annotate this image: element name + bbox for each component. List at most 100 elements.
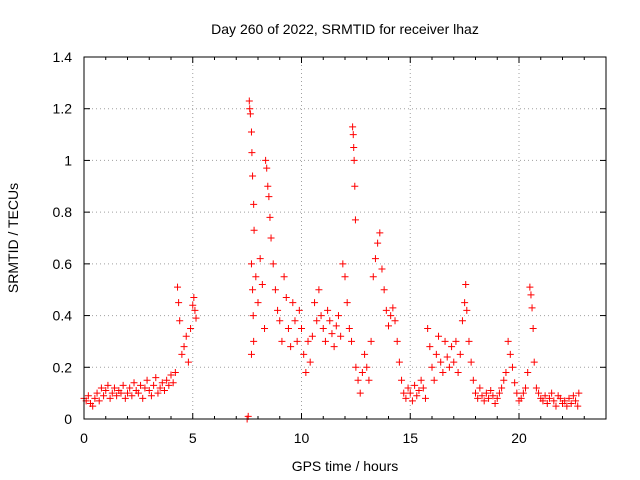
data-point-102 xyxy=(315,286,323,294)
data-point-106 xyxy=(324,306,332,314)
data-point-143 xyxy=(393,337,401,345)
data-point-71 xyxy=(254,299,262,307)
data-point-211 xyxy=(535,389,543,397)
x-tick-label-4: 20 xyxy=(511,430,527,446)
data-point-215 xyxy=(543,399,551,407)
data-point-126 xyxy=(356,389,364,397)
data-point-157 xyxy=(424,325,432,332)
data-point-107 xyxy=(326,317,334,325)
data-point-193 xyxy=(500,376,508,384)
data-point-46 xyxy=(178,350,186,358)
data-point-198 xyxy=(511,379,519,387)
data-point-85 xyxy=(278,337,286,345)
data-point-86 xyxy=(280,273,288,281)
data-point-40 xyxy=(167,371,175,379)
data-point-188 xyxy=(489,392,497,400)
data-point-114 xyxy=(341,273,349,281)
data-point-11 xyxy=(104,381,112,389)
data-point-27 xyxy=(139,394,147,402)
data-point-113 xyxy=(339,260,347,268)
data-point-136 xyxy=(378,265,386,273)
data-point-210 xyxy=(532,384,540,392)
data-point-105 xyxy=(321,337,329,345)
data-point-83 xyxy=(274,306,282,314)
y-tick-label-0: 0 xyxy=(64,411,72,427)
data-point-167 xyxy=(445,363,453,371)
data-point-44 xyxy=(175,299,183,307)
data-point-2 xyxy=(84,392,92,400)
data-point-59 xyxy=(246,110,254,118)
x-axis-label: GPS time / hours xyxy=(292,458,399,474)
data-point-81 xyxy=(269,260,277,268)
data-point-175 xyxy=(462,281,470,289)
data-point-26 xyxy=(137,381,145,389)
data-point-183 xyxy=(478,392,486,400)
data-point-7 xyxy=(95,397,103,405)
data-point-169 xyxy=(450,358,458,366)
data-point-229 xyxy=(574,402,582,410)
data-point-78 xyxy=(265,193,273,201)
data-point-201 xyxy=(517,394,525,402)
data-point-39 xyxy=(165,381,173,389)
data-point-41 xyxy=(169,379,177,387)
x-axis-ticks: 0 5 10 15 20 xyxy=(80,57,585,446)
data-point-12 xyxy=(106,394,114,402)
data-point-123 xyxy=(351,216,359,224)
data-point-178 xyxy=(467,358,475,366)
data-point-159 xyxy=(428,363,436,371)
data-point-146 xyxy=(400,389,408,397)
data-point-219 xyxy=(552,402,560,410)
data-point-154 xyxy=(417,376,425,384)
data-point-163 xyxy=(437,358,445,366)
data-point-191 xyxy=(495,389,503,397)
data-point-202 xyxy=(519,389,527,397)
data-point-149 xyxy=(406,389,414,397)
data-point-50 xyxy=(187,325,195,332)
data-point-181 xyxy=(474,394,482,402)
data-point-214 xyxy=(541,392,549,400)
x-tick-label-1: 5 xyxy=(189,430,197,446)
x-tick-label-2: 10 xyxy=(294,430,310,446)
data-point-173 xyxy=(458,317,466,325)
data-point-131 xyxy=(367,337,375,345)
data-point-60 xyxy=(247,128,255,136)
data-point-155 xyxy=(419,384,427,392)
data-point-187 xyxy=(487,387,495,395)
data-point-199 xyxy=(513,389,521,397)
data-point-43 xyxy=(174,283,182,291)
data-point-209 xyxy=(530,358,538,366)
data-point-207 xyxy=(528,304,536,312)
data-point-120 xyxy=(350,144,358,151)
data-point-127 xyxy=(358,368,366,376)
data-point-8 xyxy=(97,384,105,392)
data-point-34 xyxy=(154,389,162,397)
data-point-121 xyxy=(350,156,358,164)
data-point-226 xyxy=(567,399,575,407)
data-point-112 xyxy=(337,332,345,340)
data-point-148 xyxy=(404,384,412,392)
data-point-77 xyxy=(264,182,272,190)
data-point-185 xyxy=(482,389,490,397)
data-point-58 xyxy=(246,105,254,113)
data-point-208 xyxy=(529,325,537,332)
data-point-6 xyxy=(93,389,101,397)
data-point-21 xyxy=(126,384,134,392)
data-point-63 xyxy=(250,200,258,208)
plot-area xyxy=(84,57,606,419)
data-point-82 xyxy=(271,286,279,294)
data-point-13 xyxy=(108,389,116,397)
data-point-23 xyxy=(130,379,138,387)
data-point-153 xyxy=(415,387,423,395)
data-point-75 xyxy=(262,156,270,164)
data-point-168 xyxy=(448,343,456,351)
y-tick-label-6: 1.2 xyxy=(53,101,73,117)
data-point-61 xyxy=(248,149,256,157)
y-tick-label-7: 1.4 xyxy=(53,49,73,65)
data-point-45 xyxy=(176,317,184,325)
y-tick-label-2: 0.4 xyxy=(53,308,73,324)
data-point-223 xyxy=(561,397,569,405)
data-point-166 xyxy=(443,353,451,361)
data-point-115 xyxy=(343,299,351,307)
y-axis-ticks: 0 0.2 0.4 0.6 0.8 1 1.2 1.4 xyxy=(53,49,606,427)
